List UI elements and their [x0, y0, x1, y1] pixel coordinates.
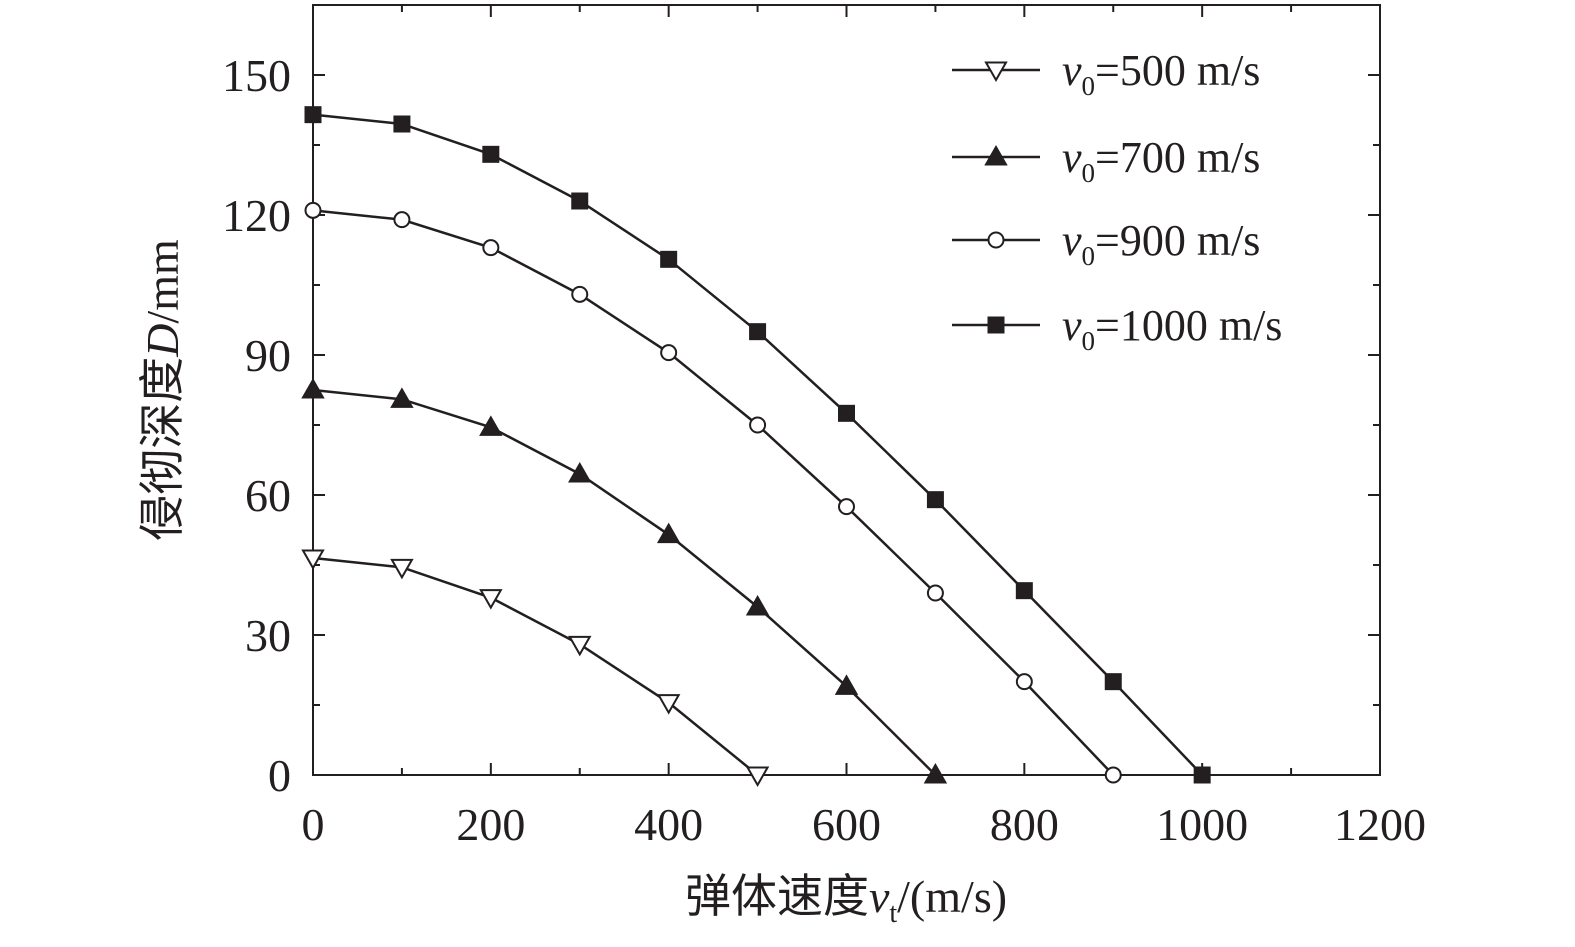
y-axis-title-var: D: [137, 324, 188, 358]
x-axis-title: 弹体速度vt/(m/s): [685, 871, 1007, 929]
data-point: [745, 766, 770, 788]
legend-entry: v0=700 m/s: [952, 133, 1260, 188]
data-point: [1015, 673, 1033, 691]
data-point: [1104, 673, 1122, 691]
x-tick-label: 200: [456, 799, 525, 850]
y-tick-label: 120: [222, 190, 291, 241]
y-axis-title-suffix: /mm: [137, 239, 188, 324]
data-point: [838, 498, 855, 516]
legend-label: v0=700 m/s: [1062, 133, 1260, 188]
x-tick-label: 400: [634, 799, 703, 850]
data-point: [749, 416, 767, 434]
x-tick-label: 1000: [1156, 799, 1248, 850]
legend-sub: 0: [1082, 326, 1096, 356]
y-axis-title: 侵彻深度D/mm: [137, 239, 188, 541]
legend-sub: 0: [1082, 158, 1096, 188]
x-tick-label: 1200: [1334, 799, 1426, 850]
y-tick-label: 60: [245, 470, 291, 521]
data-point: [1193, 766, 1211, 784]
legend-label: v0=900 m/s: [1062, 216, 1260, 271]
data-point: [660, 344, 678, 362]
legend-rest: =700 m/s: [1095, 133, 1260, 182]
data-point: [304, 201, 322, 219]
x-tick-label: 600: [812, 799, 881, 850]
legend-label: v0=500 m/s: [1062, 46, 1260, 101]
data-point: [926, 491, 944, 509]
series-line: [312, 556, 759, 776]
data-point: [301, 377, 325, 399]
legend-entry: v0=1000 m/s: [952, 301, 1282, 356]
data-point: [390, 387, 414, 408]
data-point: [482, 239, 500, 257]
data-point: [1015, 582, 1033, 600]
data-point: [749, 323, 767, 341]
y-tick-label: 90: [245, 330, 291, 381]
data-point: [479, 589, 503, 610]
legend-marker: [987, 316, 1005, 334]
legend-marker: [984, 144, 1008, 166]
y-tick-label: 30: [245, 610, 291, 661]
series-0: [301, 549, 770, 788]
y-axis-title-prefix: 侵彻深度: [137, 357, 188, 541]
data-point: [482, 145, 500, 163]
data-point: [838, 404, 855, 422]
legend-entry: v0=500 m/s: [952, 46, 1260, 101]
series-3: [304, 106, 1211, 784]
data-point: [568, 461, 592, 483]
data-point: [479, 415, 503, 436]
series-line: [312, 209, 1115, 776]
legend-var: v: [1062, 301, 1082, 350]
legend-rest: =900 m/s: [1095, 216, 1260, 265]
plot-frame: [312, 4, 1381, 776]
x-axis-title-prefix: 弹体速度: [685, 871, 869, 922]
data-point: [660, 250, 678, 268]
legend-sub: 0: [1082, 241, 1096, 271]
series-line: [312, 388, 937, 776]
legend-marker: [987, 231, 1005, 249]
x-axis-title-sub: t: [889, 898, 897, 929]
legend-rest: =1000 m/s: [1095, 301, 1282, 350]
data-point: [656, 522, 681, 544]
series-layer: [301, 106, 1211, 788]
legend-var: v: [1062, 133, 1082, 182]
data-point: [568, 635, 592, 657]
data-point: [656, 694, 681, 715]
y-tick-label: 0: [268, 750, 291, 801]
series-1: [301, 377, 948, 784]
x-tick-label: 800: [990, 799, 1059, 850]
y-tick-label: 150: [222, 50, 291, 101]
data-point: [301, 549, 325, 571]
data-point: [745, 594, 770, 616]
data-point: [571, 285, 589, 303]
x-axis-title-var: v: [869, 871, 890, 922]
legend-sub: 0: [1082, 71, 1096, 101]
data-point: [923, 762, 948, 784]
data-point: [304, 106, 322, 124]
data-point: [393, 115, 411, 133]
data-point: [1104, 766, 1122, 784]
legend-rest: =500 m/s: [1095, 46, 1260, 95]
legend-marker: [984, 61, 1008, 83]
legend-var: v: [1062, 46, 1082, 95]
legend-label: v0=1000 m/s: [1062, 301, 1282, 356]
data-point: [834, 674, 859, 695]
data-point: [926, 584, 944, 602]
legend-entry: v0=900 m/s: [952, 216, 1260, 271]
data-point: [390, 558, 414, 580]
series-2: [304, 201, 1122, 784]
legend-var: v: [1062, 216, 1082, 265]
series-line: [312, 113, 1204, 776]
axis-ticks: 0 200 400 600 800 1000 1200 0 30 60 90 120 150: [222, 4, 1426, 850]
data-point: [393, 211, 411, 229]
x-tick-label: 0: [302, 799, 325, 850]
legend: v0=500 m/sv0=700 m/sv0=900 m/sv0=1000 m/…: [952, 46, 1282, 356]
x-axis-title-suffix: /(m/s): [897, 871, 1007, 922]
data-point: [571, 192, 589, 210]
